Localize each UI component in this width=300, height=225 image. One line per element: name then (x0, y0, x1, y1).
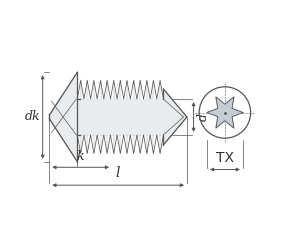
Text: dk: dk (25, 110, 40, 124)
Text: TX: TX (216, 151, 234, 165)
Polygon shape (207, 97, 243, 128)
Polygon shape (77, 99, 164, 135)
Polygon shape (164, 89, 187, 145)
Text: k: k (77, 150, 85, 163)
Polygon shape (50, 72, 77, 162)
Polygon shape (77, 99, 80, 135)
Text: d: d (197, 113, 210, 121)
Text: l: l (116, 166, 120, 180)
